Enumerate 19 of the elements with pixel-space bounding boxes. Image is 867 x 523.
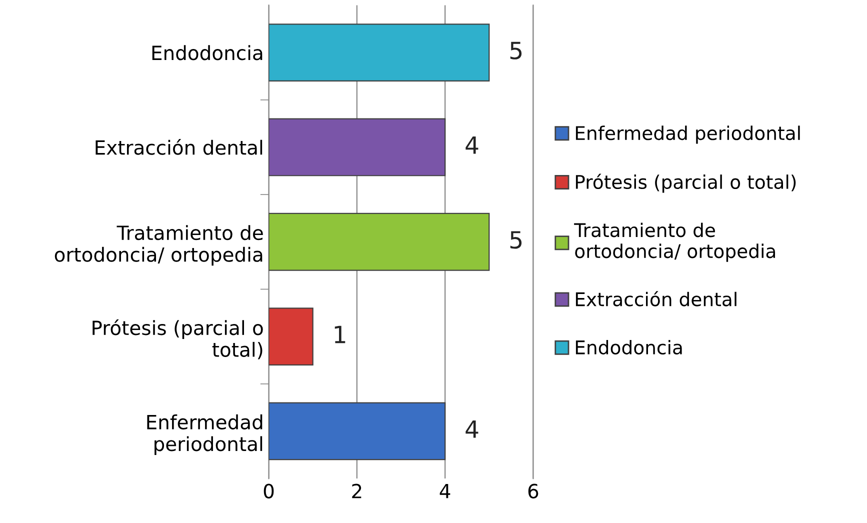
x-tick-label: 4 [440,484,450,498]
data-label: 4 [466,420,478,438]
y-tick-label: Tratamiento de ortodoncia/ ortopedia [54,225,263,266]
data-label: 1 [334,326,346,344]
y-tick-label: Enfermedad periodontal [147,414,262,456]
legend-label: Prótesis (parcial o total) [576,174,796,193]
data-label: 4 [466,136,478,154]
legend-label: Endodoncia [576,340,682,354]
data-label: 5 [510,231,522,249]
y-tick-label: Endodoncia [152,45,262,60]
legend-label: Enfermedad periodontal [576,126,800,144]
y-tick-label: Prótesis (parcial o total) [92,319,263,360]
legend-label: Tratamiento de ortodoncia/ ortopedia [574,222,776,262]
y-tick-label: Extracción dental [96,139,262,155]
data-label: 5 [510,42,522,60]
x-tick-label: 2 [352,484,362,498]
x-tick-label: 6 [528,484,538,498]
x-tick-label: 0 [264,484,274,498]
legend-label: Extracción dental [576,291,736,306]
